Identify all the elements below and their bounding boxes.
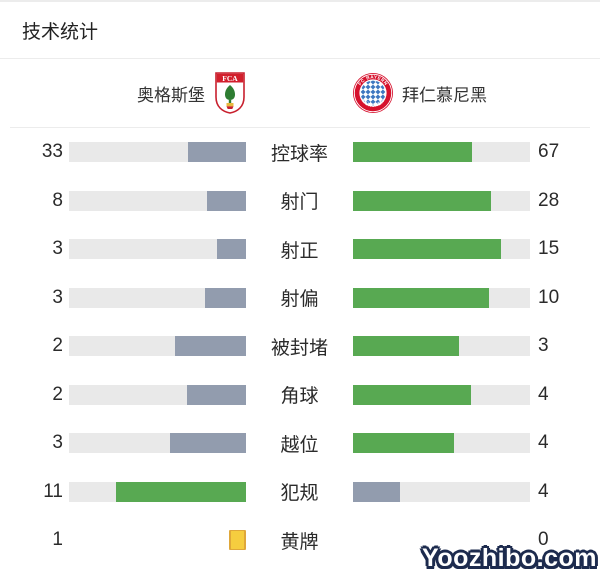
stat-label: 黄牌	[280, 531, 319, 553]
away-bar-fill	[353, 384, 471, 405]
page-title: 技术统计	[22, 21, 99, 43]
away-value: 3	[538, 335, 549, 357]
home-bar-track	[69, 287, 246, 308]
away-bar-track	[353, 481, 530, 502]
away-bar-track	[353, 384, 530, 405]
away-bar-track	[353, 190, 530, 211]
home-value: 3	[52, 432, 63, 454]
home-value: 2	[52, 383, 63, 405]
watermark: Yoozhibo.com	[422, 544, 597, 572]
fc-bayern-crest-icon: FC BAYERN MÜNCHEN	[353, 73, 393, 113]
home-bar-fill	[170, 433, 246, 454]
away-bar-track	[353, 433, 530, 454]
home-bar-track	[69, 190, 246, 211]
away-value: 4	[538, 383, 549, 405]
away-value: 4	[538, 432, 549, 454]
stats-list: 33 控球率 67 8 射门 28 3 射正 15 3 射偏 10 2 被封堵 3 2 角球 4 3 越位 4 11 犯规 4…	[0, 128, 600, 565]
home-bar-track	[69, 433, 246, 454]
away-bar-fill	[353, 287, 490, 308]
stat-row: 2 被封堵 3	[0, 322, 600, 371]
stat-label: 被封堵	[270, 337, 328, 359]
svg-text:FCA: FCA	[222, 74, 238, 83]
away-bar-fill	[353, 336, 460, 357]
home-bar-track	[69, 336, 246, 357]
divider-header	[10, 127, 590, 128]
away-bar-track	[353, 287, 530, 308]
stat-label: 射偏	[280, 289, 319, 311]
teams-header: 奥格斯堡 FCA	[0, 59, 600, 127]
home-value: 8	[52, 189, 63, 211]
home-value: 3	[52, 238, 63, 260]
home-bar-track	[69, 142, 246, 163]
stat-label: 角球	[280, 386, 319, 408]
stat-row: 1 黄牌 0	[0, 516, 600, 565]
stat-row: 8 射门 28	[0, 177, 600, 226]
away-bar-fill	[353, 433, 455, 454]
home-bar-fill	[205, 287, 246, 308]
away-value: 4	[538, 480, 549, 502]
fca-augsburg-crest-icon: FCA	[215, 72, 245, 114]
home-bar-track	[69, 530, 246, 551]
away-bar-fill	[353, 190, 491, 211]
away-team-header: FC BAYERN MÜNCHEN 拜仁慕尼黑	[353, 73, 487, 113]
home-team-name: 奥格斯堡	[137, 85, 205, 105]
home-bar-track	[69, 384, 246, 405]
home-value: 11	[43, 480, 63, 502]
stat-row: 33 控球率 67	[0, 128, 600, 177]
home-value: 3	[52, 286, 63, 308]
away-team-name: 拜仁慕尼黑	[402, 85, 487, 105]
away-bar-track	[353, 142, 530, 163]
home-value: 1	[52, 529, 63, 551]
home-team-header: 奥格斯堡 FCA	[0, 72, 246, 114]
stat-row: 3 射正 15	[0, 225, 600, 274]
stat-row: 3 越位 4	[0, 419, 600, 468]
away-bar-track	[353, 239, 530, 260]
stat-label: 射正	[280, 240, 319, 262]
away-bar-fill	[353, 239, 501, 260]
away-value: 15	[538, 238, 560, 260]
stat-row: 2 角球 4	[0, 371, 600, 420]
yellow-card-icon	[229, 530, 246, 551]
svg-text:MÜNCHEN: MÜNCHEN	[361, 98, 385, 108]
home-bar-fill	[187, 384, 246, 405]
stat-label: 控球率	[270, 143, 328, 165]
home-bar-fill	[116, 481, 246, 502]
away-value: 67	[538, 141, 560, 163]
home-bar-track	[69, 239, 246, 260]
stat-row: 3 射偏 10	[0, 274, 600, 323]
away-bar-track	[353, 336, 530, 357]
home-bar-track	[69, 481, 246, 502]
stat-label: 越位	[280, 434, 319, 456]
home-value: 33	[41, 141, 63, 163]
stat-label: 射门	[280, 192, 319, 214]
home-bar-fill	[216, 239, 246, 260]
divider-top	[0, 58, 600, 59]
stat-row: 11 犯规 4	[0, 468, 600, 517]
stat-label: 犯规	[280, 483, 319, 505]
home-bar-fill	[175, 336, 246, 357]
away-bar-fill	[353, 481, 401, 502]
home-bar-fill	[187, 142, 246, 163]
away-value: 0	[538, 529, 549, 551]
away-value: 28	[538, 189, 560, 211]
home-bar-fill	[206, 190, 246, 211]
away-bar-fill	[353, 142, 472, 163]
home-value: 2	[52, 335, 63, 357]
away-value: 10	[538, 286, 560, 308]
